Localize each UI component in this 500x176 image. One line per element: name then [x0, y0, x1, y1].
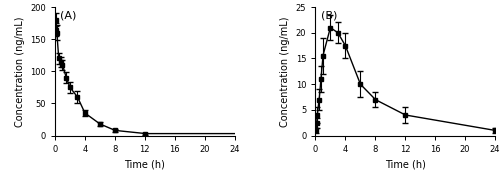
- Y-axis label: Concentration (ng/mL): Concentration (ng/mL): [14, 16, 24, 127]
- Y-axis label: Concentration (ng/mL): Concentration (ng/mL): [280, 16, 290, 127]
- Text: (B): (B): [321, 11, 337, 21]
- X-axis label: Time (h): Time (h): [385, 159, 426, 169]
- Text: (A): (A): [60, 11, 77, 21]
- X-axis label: Time (h): Time (h): [124, 159, 165, 169]
